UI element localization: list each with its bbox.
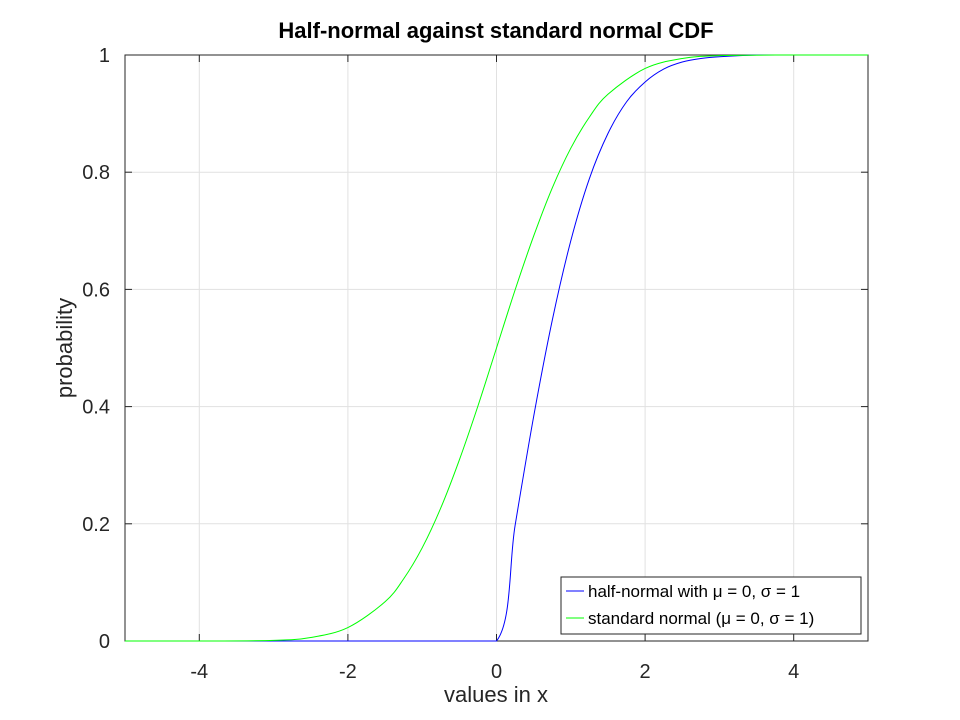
series-lines (125, 54, 868, 642)
x-tick-label: 4 (788, 661, 799, 683)
legend-entry-half-normal: half-normal with μ = 0, σ = 1 (588, 582, 800, 601)
y-tick-label: 0.2 (82, 514, 110, 536)
series-line-1 (125, 54, 868, 642)
legend-box (560, 576, 862, 635)
y-tick-label: 0 (99, 631, 110, 653)
x-tick-label: -4 (190, 661, 208, 683)
x-tick-label: -2 (339, 661, 357, 683)
y-tick-label: 0.4 (82, 397, 110, 419)
x-tick-label: 2 (640, 661, 651, 683)
x-tick-label: 0 (491, 661, 502, 683)
y-tick-label: 0.6 (82, 279, 110, 301)
chart-title: Half-normal against standard normal CDF (278, 18, 713, 43)
series-line-0 (125, 54, 868, 642)
axis-ticks: -4 -2 0 2 4 0 0.2 0.4 0.6 0.8 1 (82, 45, 868, 683)
y-axis-label: probability (52, 298, 77, 398)
y-tick-label: 0.8 (82, 162, 110, 184)
legend: half-normal with μ = 0, σ = 1 standard n… (560, 576, 862, 635)
y-tick-label: 1 (99, 45, 110, 67)
legend-entry-standard-normal: standard normal (μ = 0, σ = 1) (588, 609, 814, 628)
x-axis-label: values in x (444, 682, 548, 707)
